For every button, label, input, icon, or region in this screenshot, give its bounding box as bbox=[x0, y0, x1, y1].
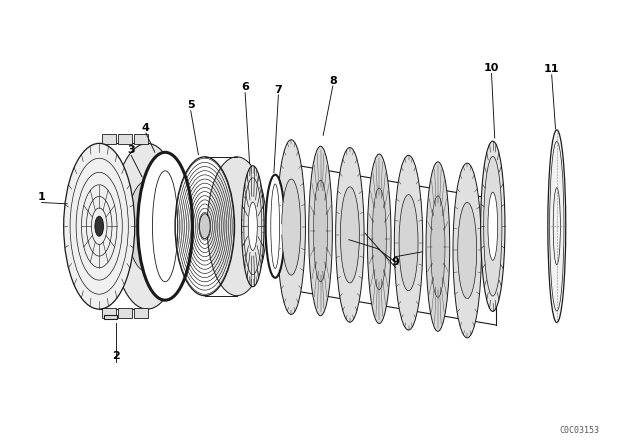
Ellipse shape bbox=[484, 156, 502, 296]
Text: 10: 10 bbox=[484, 63, 499, 73]
Ellipse shape bbox=[271, 184, 280, 268]
Ellipse shape bbox=[64, 143, 135, 309]
Ellipse shape bbox=[308, 146, 332, 316]
Ellipse shape bbox=[277, 140, 305, 314]
Text: 4: 4 bbox=[142, 123, 150, 133]
Text: 9: 9 bbox=[392, 257, 399, 267]
Ellipse shape bbox=[431, 196, 445, 297]
Ellipse shape bbox=[367, 154, 391, 323]
Text: 1: 1 bbox=[38, 192, 45, 202]
Bar bbox=[118, 134, 132, 144]
Ellipse shape bbox=[426, 162, 450, 332]
Text: C0C03153: C0C03153 bbox=[559, 426, 599, 435]
Text: 3: 3 bbox=[127, 145, 135, 155]
Bar bbox=[102, 134, 116, 144]
Text: 2: 2 bbox=[113, 351, 120, 361]
Ellipse shape bbox=[282, 179, 301, 275]
Ellipse shape bbox=[138, 152, 193, 300]
Text: 6: 6 bbox=[241, 82, 249, 92]
Ellipse shape bbox=[314, 180, 328, 282]
Ellipse shape bbox=[453, 163, 481, 338]
Ellipse shape bbox=[548, 130, 566, 323]
Ellipse shape bbox=[241, 166, 264, 287]
Ellipse shape bbox=[207, 157, 267, 296]
Ellipse shape bbox=[481, 141, 505, 311]
Ellipse shape bbox=[200, 214, 210, 239]
Ellipse shape bbox=[266, 175, 285, 278]
Ellipse shape bbox=[394, 155, 423, 330]
Bar bbox=[134, 134, 148, 144]
Text: 8: 8 bbox=[329, 76, 337, 86]
Bar bbox=[102, 308, 116, 318]
Ellipse shape bbox=[95, 216, 104, 236]
Ellipse shape bbox=[335, 147, 364, 322]
Bar bbox=[118, 308, 132, 318]
Ellipse shape bbox=[399, 194, 418, 291]
Ellipse shape bbox=[111, 143, 183, 309]
Ellipse shape bbox=[152, 171, 178, 282]
Bar bbox=[104, 315, 117, 319]
Ellipse shape bbox=[138, 206, 156, 247]
Ellipse shape bbox=[458, 202, 477, 298]
Ellipse shape bbox=[488, 192, 498, 260]
Ellipse shape bbox=[127, 181, 167, 272]
Ellipse shape bbox=[372, 188, 387, 289]
Bar bbox=[134, 308, 148, 318]
Ellipse shape bbox=[248, 202, 257, 250]
Text: 7: 7 bbox=[275, 85, 282, 95]
Text: 5: 5 bbox=[187, 100, 195, 110]
Ellipse shape bbox=[340, 187, 359, 283]
Text: 11: 11 bbox=[544, 65, 559, 74]
